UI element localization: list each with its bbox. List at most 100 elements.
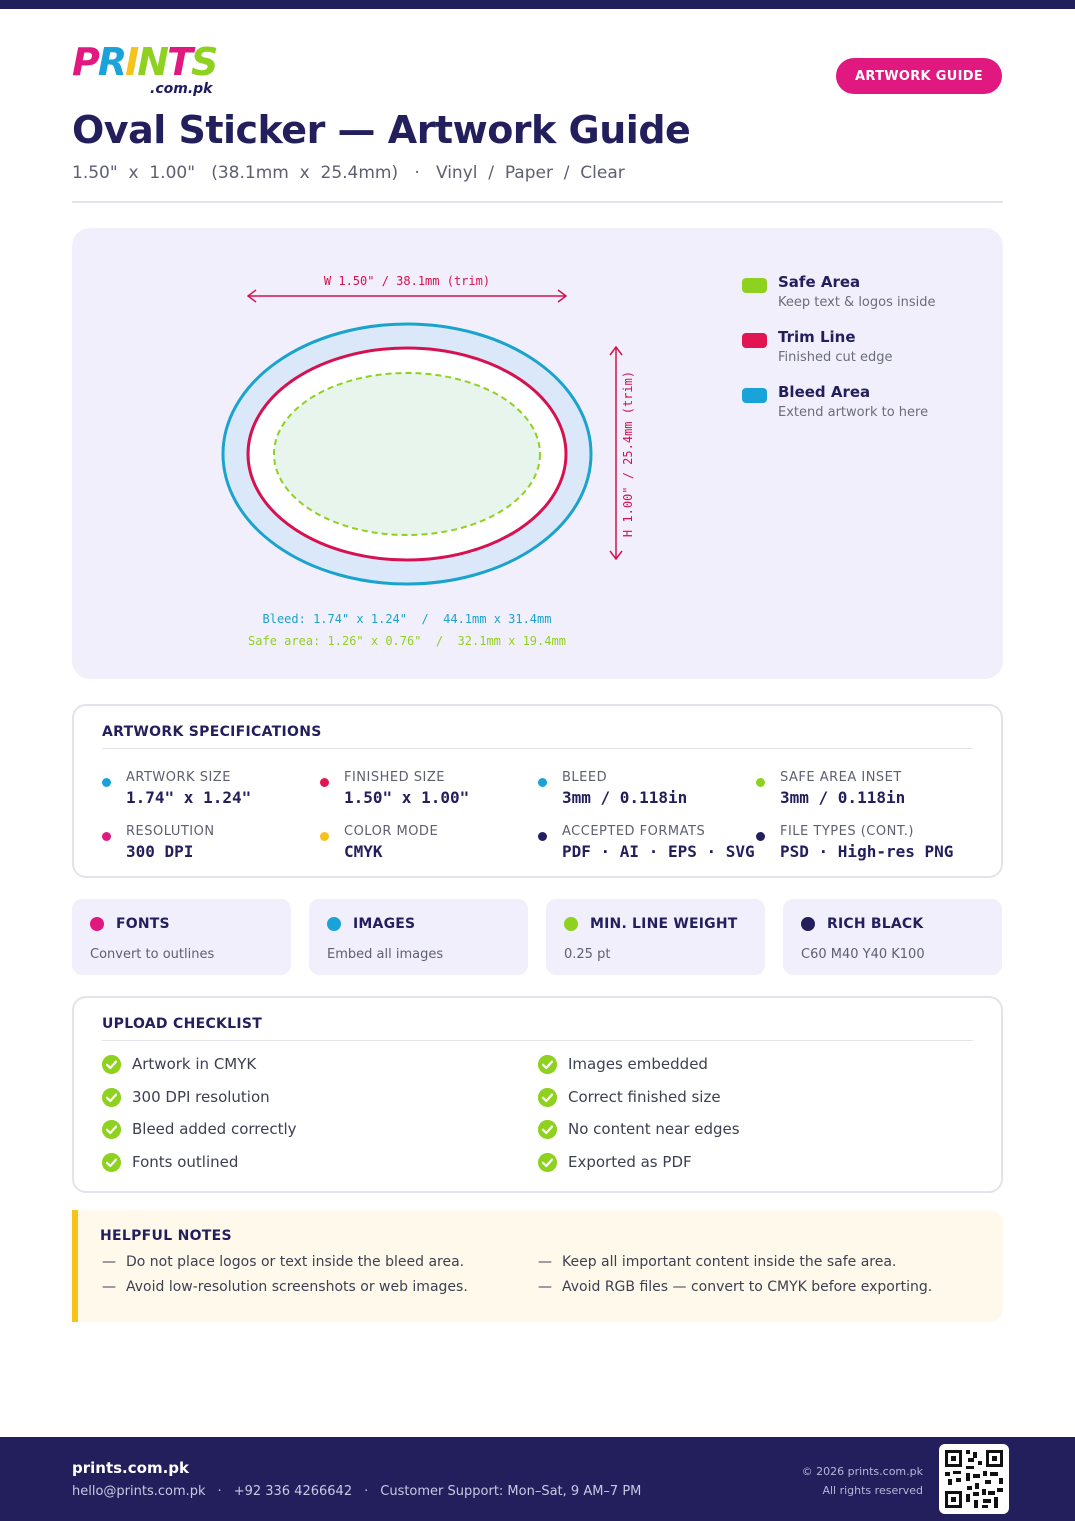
width-label: W 1.50" / 38.1mm (trim) — [323, 274, 491, 288]
checklist-label: 300 DPI resolution — [132, 1088, 270, 1106]
legend-desc: Keep text & logos inside — [778, 295, 936, 310]
footer-separator: · — [217, 1484, 222, 1499]
tile-desc: 0.25 pt — [564, 947, 611, 962]
spec-dot — [756, 778, 765, 787]
legend-swatch — [742, 333, 767, 348]
bleed-dimensions: Bleed: 1.74" x 1.24" / 44.1mm x 31.4mm — [262, 612, 552, 626]
check-icon — [102, 1153, 121, 1172]
spec-dot — [756, 832, 765, 841]
spec-value: 1.74" x 1.24" — [126, 788, 252, 807]
notes-accent-bar — [72, 1210, 78, 1322]
logo-letter: N — [137, 40, 169, 84]
spec-label: SAFE AREA INSET — [780, 770, 902, 785]
spec-dot — [320, 778, 329, 787]
spec-value: 3mm / 0.118in — [562, 788, 688, 807]
height-arrow — [609, 345, 623, 561]
tile-desc: Embed all images — [327, 947, 444, 962]
oval-diagram: H 1.00" / 25.4mm (trim) — [221, 289, 635, 586]
diagram-panel: H 1.00" / 25.4mm (trim) W 1.50" / 38.1mm… — [72, 228, 1003, 679]
footer: prints.com.pk hello@prints.com.pk · +92 33… — [0, 1437, 1075, 1521]
note-text: Avoid RGB files — convert to CMYK before… — [562, 1279, 933, 1295]
page-title: Oval Sticker — Artwork Guide — [72, 108, 691, 152]
checklist-label: Artwork in CMYK — [132, 1055, 257, 1073]
specs-heading: ARTWORK SPECIFICATIONS — [102, 724, 322, 740]
qr-code-graphic — [945, 1450, 1003, 1508]
checklist-label: Correct finished size — [568, 1088, 721, 1106]
footer-contact: hello@prints.com.pk · +92 336 4266642 · Cust… — [72, 1484, 641, 1499]
qr-code-icon[interactable] — [939, 1444, 1009, 1514]
legend-desc: Extend artwork to here — [778, 405, 929, 420]
safe-dimensions: Safe area: 1.26" x 0.76" / 32.1mm x 19.4… — [248, 634, 566, 648]
tile-title: RICH BLACK — [827, 916, 924, 932]
tile-desc: C60 M40 Y40 K100 — [801, 947, 925, 962]
legend-title: Safe Area — [778, 273, 861, 291]
rights-text: All rights reserved — [822, 1484, 923, 1497]
checklist-label: Fonts outlined — [132, 1153, 239, 1171]
tile-rich-black: RICH BLACK C60 M40 Y40 K100 — [783, 899, 1002, 975]
spec-dot — [102, 832, 111, 841]
tile-title: FONTS — [116, 916, 170, 932]
tile-title: MIN. LINE WEIGHT — [590, 916, 738, 932]
tile-dot — [327, 917, 341, 931]
upload-checklist-card: UPLOAD CHECKLIST Artwork in CMYK 300 DPI… — [72, 996, 1003, 1193]
spec-dot — [538, 832, 547, 841]
footer-copyright: © 2026 prints.com.pk All rights reserved — [802, 1462, 923, 1500]
artwork-specifications-card: ARTWORK SPECIFICATIONS ARTWORK SIZE 1.74… — [72, 704, 1003, 878]
tile-dot — [801, 917, 815, 931]
spec-label: BLEED — [562, 770, 608, 785]
check-icon — [538, 1055, 557, 1074]
check-icon — [102, 1120, 121, 1139]
check-icon — [538, 1120, 557, 1139]
footer-support-hours: Customer Support: Mon–Sat, 9 AM–7 PM — [380, 1484, 642, 1499]
checklist-label: No content near edges — [568, 1120, 740, 1138]
checklist-heading: UPLOAD CHECKLIST — [102, 1016, 263, 1032]
spec-dot — [320, 832, 329, 841]
footer-email[interactable]: hello@prints.com.pk — [72, 1484, 206, 1499]
spec-value: PDF · AI · EPS · SVG — [562, 842, 755, 861]
logo-letter: P — [72, 40, 100, 84]
tile-dot — [90, 917, 104, 931]
note-text: Keep all important content inside the sa… — [562, 1254, 897, 1270]
check-icon — [102, 1088, 121, 1107]
logo-letter: I — [125, 40, 139, 84]
check-icon — [538, 1153, 557, 1172]
legend-title: Trim Line — [778, 328, 856, 346]
logo-letter: S — [191, 40, 218, 84]
footer-site-name[interactable]: prints.com.pk — [72, 1459, 189, 1477]
note-text: Do not place logos or text inside the bl… — [126, 1254, 465, 1270]
logo-letter: R — [97, 40, 127, 84]
note-item: — Do not place logos or text inside the b… — [102, 1254, 465, 1270]
spec-value: CMYK — [344, 842, 383, 861]
notes-heading: HELPFUL NOTES — [100, 1228, 232, 1244]
footer-phone[interactable]: +92 336 4266642 — [233, 1484, 353, 1499]
top-accent-bar — [0, 0, 1075, 9]
note-text: Avoid low-resolution screenshots or web … — [126, 1279, 468, 1295]
spec-value: 1.50" x 1.00" — [344, 788, 470, 807]
tile-title: IMAGES — [353, 916, 416, 932]
height-label: H 1.00" / 25.4mm (trim) — [621, 371, 635, 537]
tile-min-line-weight: MIN. LINE WEIGHT 0.25 pt — [546, 899, 765, 975]
checklist-label: Bleed added correctly — [132, 1120, 297, 1138]
spec-value: 3mm / 0.118in — [780, 788, 906, 807]
footer-separator: · — [364, 1484, 369, 1499]
checklist-label: Images embedded — [568, 1055, 708, 1073]
legend-desc: Finished cut edge — [778, 350, 893, 365]
legend-swatch — [742, 388, 767, 403]
header-divider — [72, 201, 1003, 203]
note-item: — Avoid low-resolution screenshots or web… — [102, 1279, 468, 1295]
safe-oval — [273, 372, 541, 536]
spec-label: ACCEPTED FORMATS — [562, 824, 706, 839]
specs-divider — [102, 748, 973, 749]
helpful-notes-card: HELPFUL NOTES — Do not place logos or tex… — [72, 1210, 1003, 1322]
spec-dot — [538, 778, 547, 787]
spec-label: FILE TYPES (CONT.) — [780, 824, 914, 839]
prints-logo[interactable]: PRINTS .com.pk — [72, 42, 232, 100]
spec-value: 300 DPI — [126, 842, 194, 861]
checklist-label: Exported as PDF — [568, 1153, 692, 1171]
spec-value: PSD · High-res PNG — [780, 842, 954, 861]
checklist-divider — [102, 1040, 973, 1041]
logo-wordmark: PRINTS — [72, 42, 232, 82]
spec-label: FINISHED SIZE — [344, 770, 445, 785]
tile-fonts: FONTS Convert to outlines — [72, 899, 291, 975]
legend-title: Bleed Area — [778, 383, 871, 401]
